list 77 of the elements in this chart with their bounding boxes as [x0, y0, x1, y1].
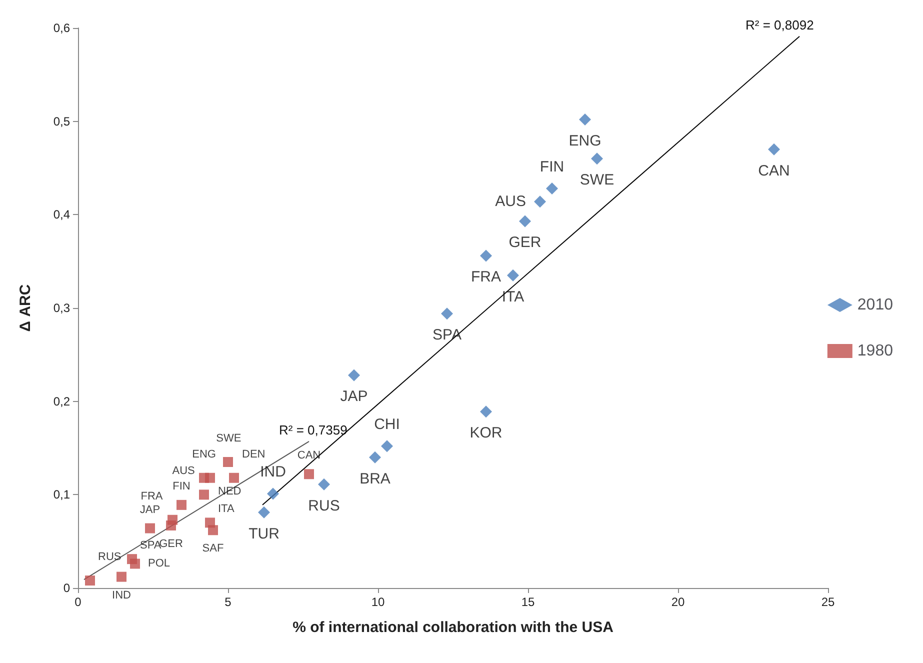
point: [591, 152, 603, 165]
data-label: AUS: [172, 465, 195, 478]
data-label: POL: [148, 558, 170, 570]
y-tick-label: 0,4: [53, 208, 70, 222]
data-label: RUS: [98, 551, 122, 564]
annotation: R² = 0,7359: [279, 422, 348, 438]
data-label: JAP: [340, 388, 368, 406]
point: [304, 469, 314, 480]
data-label: DEN: [242, 448, 266, 460]
data-label: GER: [159, 538, 183, 550]
data-label: SWE: [216, 432, 242, 444]
point: [85, 576, 95, 586]
data-label: GER: [508, 234, 542, 252]
point: [348, 369, 360, 382]
data-label: ITA: [502, 288, 524, 306]
data-label: FIN: [172, 480, 190, 492]
point: [130, 558, 140, 569]
point: [199, 490, 209, 500]
point: [166, 520, 176, 530]
legend-label: 2010: [857, 296, 894, 314]
data-label: IND: [260, 464, 286, 481]
point: [267, 488, 279, 500]
data-label: KOR: [470, 424, 502, 442]
x-tick-label: 20: [671, 595, 685, 609]
point: [223, 457, 233, 467]
data-label: FIN: [540, 158, 564, 176]
data-label: IND: [112, 589, 132, 602]
point: [480, 406, 492, 418]
y-tick-label: 0,3: [53, 301, 70, 315]
data-label: SWE: [580, 172, 614, 189]
data-label: TUR: [248, 525, 280, 542]
data-label: CHI: [374, 416, 400, 434]
data-label: SAF: [202, 542, 224, 555]
y-tick-label: 0: [63, 581, 70, 595]
y-tick-label: 0,2: [53, 394, 70, 408]
point: [176, 500, 186, 510]
y-tick-label: 0,1: [53, 488, 70, 502]
x-tick-label: 10: [371, 595, 385, 609]
x-tick-label: 0: [74, 595, 82, 609]
legend-label: 1980: [857, 342, 894, 360]
data-label: CAN: [297, 450, 321, 462]
data-label: JAP: [140, 504, 160, 516]
data-label: ITA: [218, 503, 235, 516]
data-label: BRA: [360, 470, 390, 488]
point: [534, 196, 546, 208]
point: [507, 269, 519, 282]
point: [229, 472, 239, 483]
point: [480, 250, 492, 262]
point: [116, 572, 126, 582]
data-label: AUS: [495, 193, 526, 210]
data-label: ENG: [568, 132, 602, 150]
point: [519, 215, 531, 228]
point: [546, 182, 558, 195]
x-tick-label: 25: [821, 595, 835, 609]
data-label: ENG: [192, 448, 216, 460]
y-axis-title: Δ ARC: [17, 284, 34, 332]
point: [145, 523, 155, 534]
x-axis-title: % of international collaboration with the USA: [292, 619, 614, 636]
point: [199, 472, 209, 483]
point: [208, 525, 218, 536]
point: [318, 478, 330, 490]
point: [579, 113, 591, 126]
y-tick-label: 0,5: [53, 114, 70, 128]
x-tick-label: 5: [224, 595, 232, 609]
point: [369, 451, 381, 464]
point: [768, 143, 780, 156]
x-tick-label: 15: [521, 595, 535, 609]
data-label: RUS: [308, 497, 340, 514]
data-label: CAN: [758, 162, 790, 180]
data-label: SPA: [140, 540, 162, 552]
point: [381, 440, 393, 452]
point: [441, 308, 453, 320]
y-tick-label: 0,6: [53, 21, 70, 35]
data-label: FRA: [140, 490, 164, 502]
data-label: FRA: [471, 268, 501, 286]
point: [258, 506, 270, 518]
annotation: R² = 0,8092: [746, 17, 814, 32]
